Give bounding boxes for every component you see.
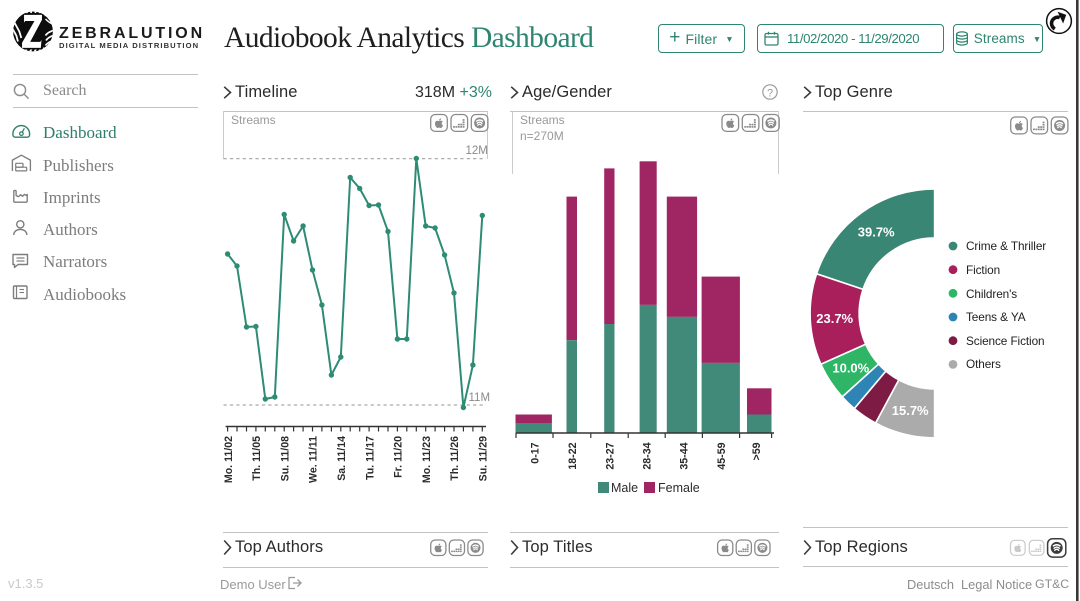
svg-text:23-27: 23-27 [605,442,617,469]
svg-text:ZEBRALUTION: ZEBRALUTION [59,25,205,42]
svg-text:?: ? [767,87,773,99]
svg-text:28-34: 28-34 [642,442,654,469]
svg-text:Tu. 11/17: Tu. 11/17 [364,436,376,480]
svg-text:15.7%: 15.7% [892,403,929,418]
svg-text:Mo. 11/02: Mo. 11/02 [223,436,235,483]
svg-text:DIGITAL MEDIA DISTRIBUTION: DIGITAL MEDIA DISTRIBUTION [59,41,199,50]
svg-text:Sa. 11/14: Sa. 11/14 [336,436,348,481]
svg-text:Fr. 11/20: Fr. 11/20 [393,436,405,478]
svg-text:23.7%: 23.7% [816,311,853,326]
svg-text:18-22: 18-22 [567,442,579,469]
svg-text:We. 11/11: We. 11/11 [308,436,320,483]
svg-text:35-44: 35-44 [679,442,691,469]
svg-text:>59: >59 [751,442,763,460]
svg-text:Su. 11/29: Su. 11/29 [478,436,490,481]
svg-text:Mo. 11/23: Mo. 11/23 [421,436,433,483]
svg-text:Th. 11/05: Th. 11/05 [251,436,263,481]
svg-text:45-59: 45-59 [716,442,728,469]
svg-text:10.0%: 10.0% [832,361,869,376]
svg-text:39.7%: 39.7% [858,225,895,240]
svg-text:Th. 11/26: Th. 11/26 [449,436,461,481]
svg-text:Su. 11/08: Su. 11/08 [279,436,291,481]
svg-text:0-17: 0-17 [530,442,542,463]
